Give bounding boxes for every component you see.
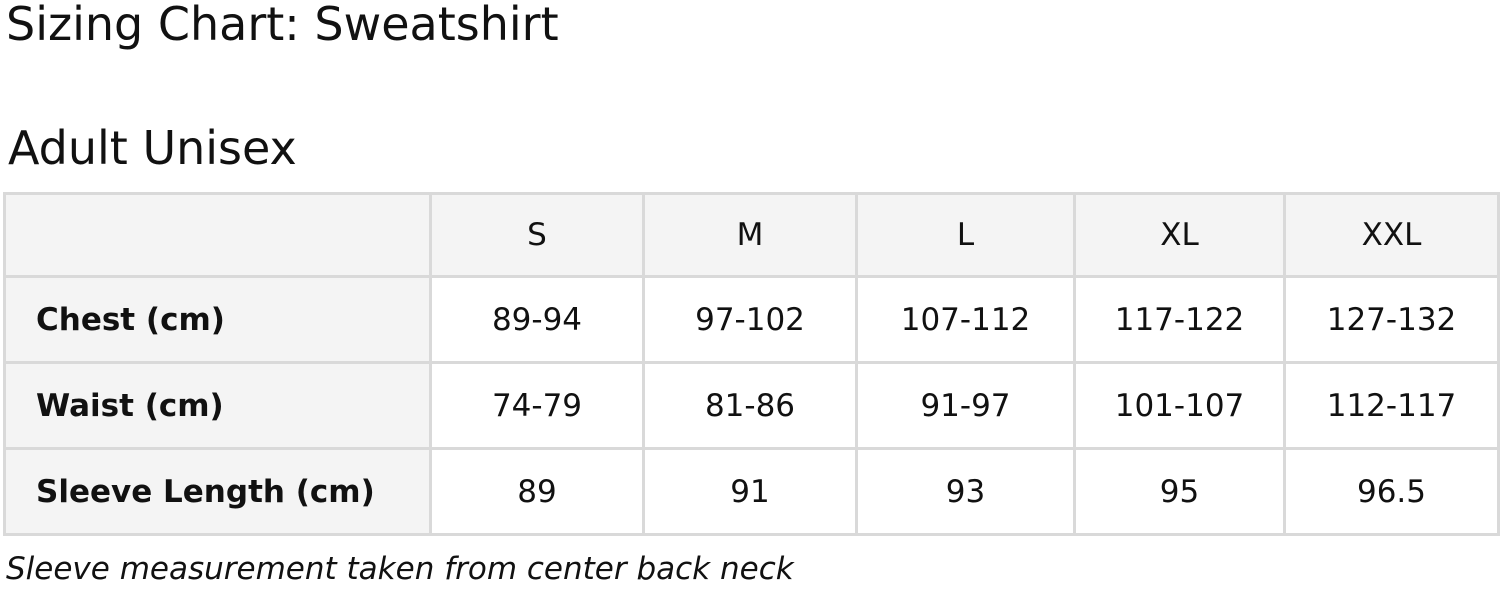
footnote: Sleeve measurement taken from center bac… xyxy=(6,551,794,587)
table-cell: 89-94 xyxy=(429,275,645,364)
row-header: Sleeve Length (cm) xyxy=(3,447,432,536)
table-cell: 112-117 xyxy=(1283,361,1500,450)
table-cell: 91 xyxy=(642,447,858,536)
sizing-table: S M L XL XXL Chest (cm) 89-94 97-102 107… xyxy=(3,192,1500,536)
column-header xyxy=(3,192,432,278)
column-header: XXL xyxy=(1283,192,1500,278)
table-cell: 93 xyxy=(855,447,1076,536)
column-header: M xyxy=(642,192,858,278)
table-row: Sleeve Length (cm) 89 91 93 95 96.5 xyxy=(3,447,1500,536)
column-header: S xyxy=(429,192,645,278)
table-cell: 91-97 xyxy=(855,361,1076,450)
table-cell: 95 xyxy=(1073,447,1286,536)
header-row: S M L XL XXL xyxy=(3,192,1500,278)
row-header: Waist (cm) xyxy=(3,361,432,450)
section-title: Adult Unisex xyxy=(8,121,297,175)
table-cell: 127-132 xyxy=(1283,275,1500,364)
column-header: L xyxy=(855,192,1076,278)
table-cell: 117-122 xyxy=(1073,275,1286,364)
table-cell: 89 xyxy=(429,447,645,536)
table-cell: 101-107 xyxy=(1073,361,1286,450)
table-cell: 81-86 xyxy=(642,361,858,450)
table-cell: 96.5 xyxy=(1283,447,1500,536)
row-header: Chest (cm) xyxy=(3,275,432,364)
table-row: Chest (cm) 89-94 97-102 107-112 117-122 … xyxy=(3,275,1500,364)
table-row: Waist (cm) 74-79 81-86 91-97 101-107 112… xyxy=(3,361,1500,450)
table-cell: 97-102 xyxy=(642,275,858,364)
page-title: Sizing Chart: Sweatshirt xyxy=(6,0,559,51)
table-cell: 107-112 xyxy=(855,275,1076,364)
table-cell: 74-79 xyxy=(429,361,645,450)
column-header: XL xyxy=(1073,192,1286,278)
